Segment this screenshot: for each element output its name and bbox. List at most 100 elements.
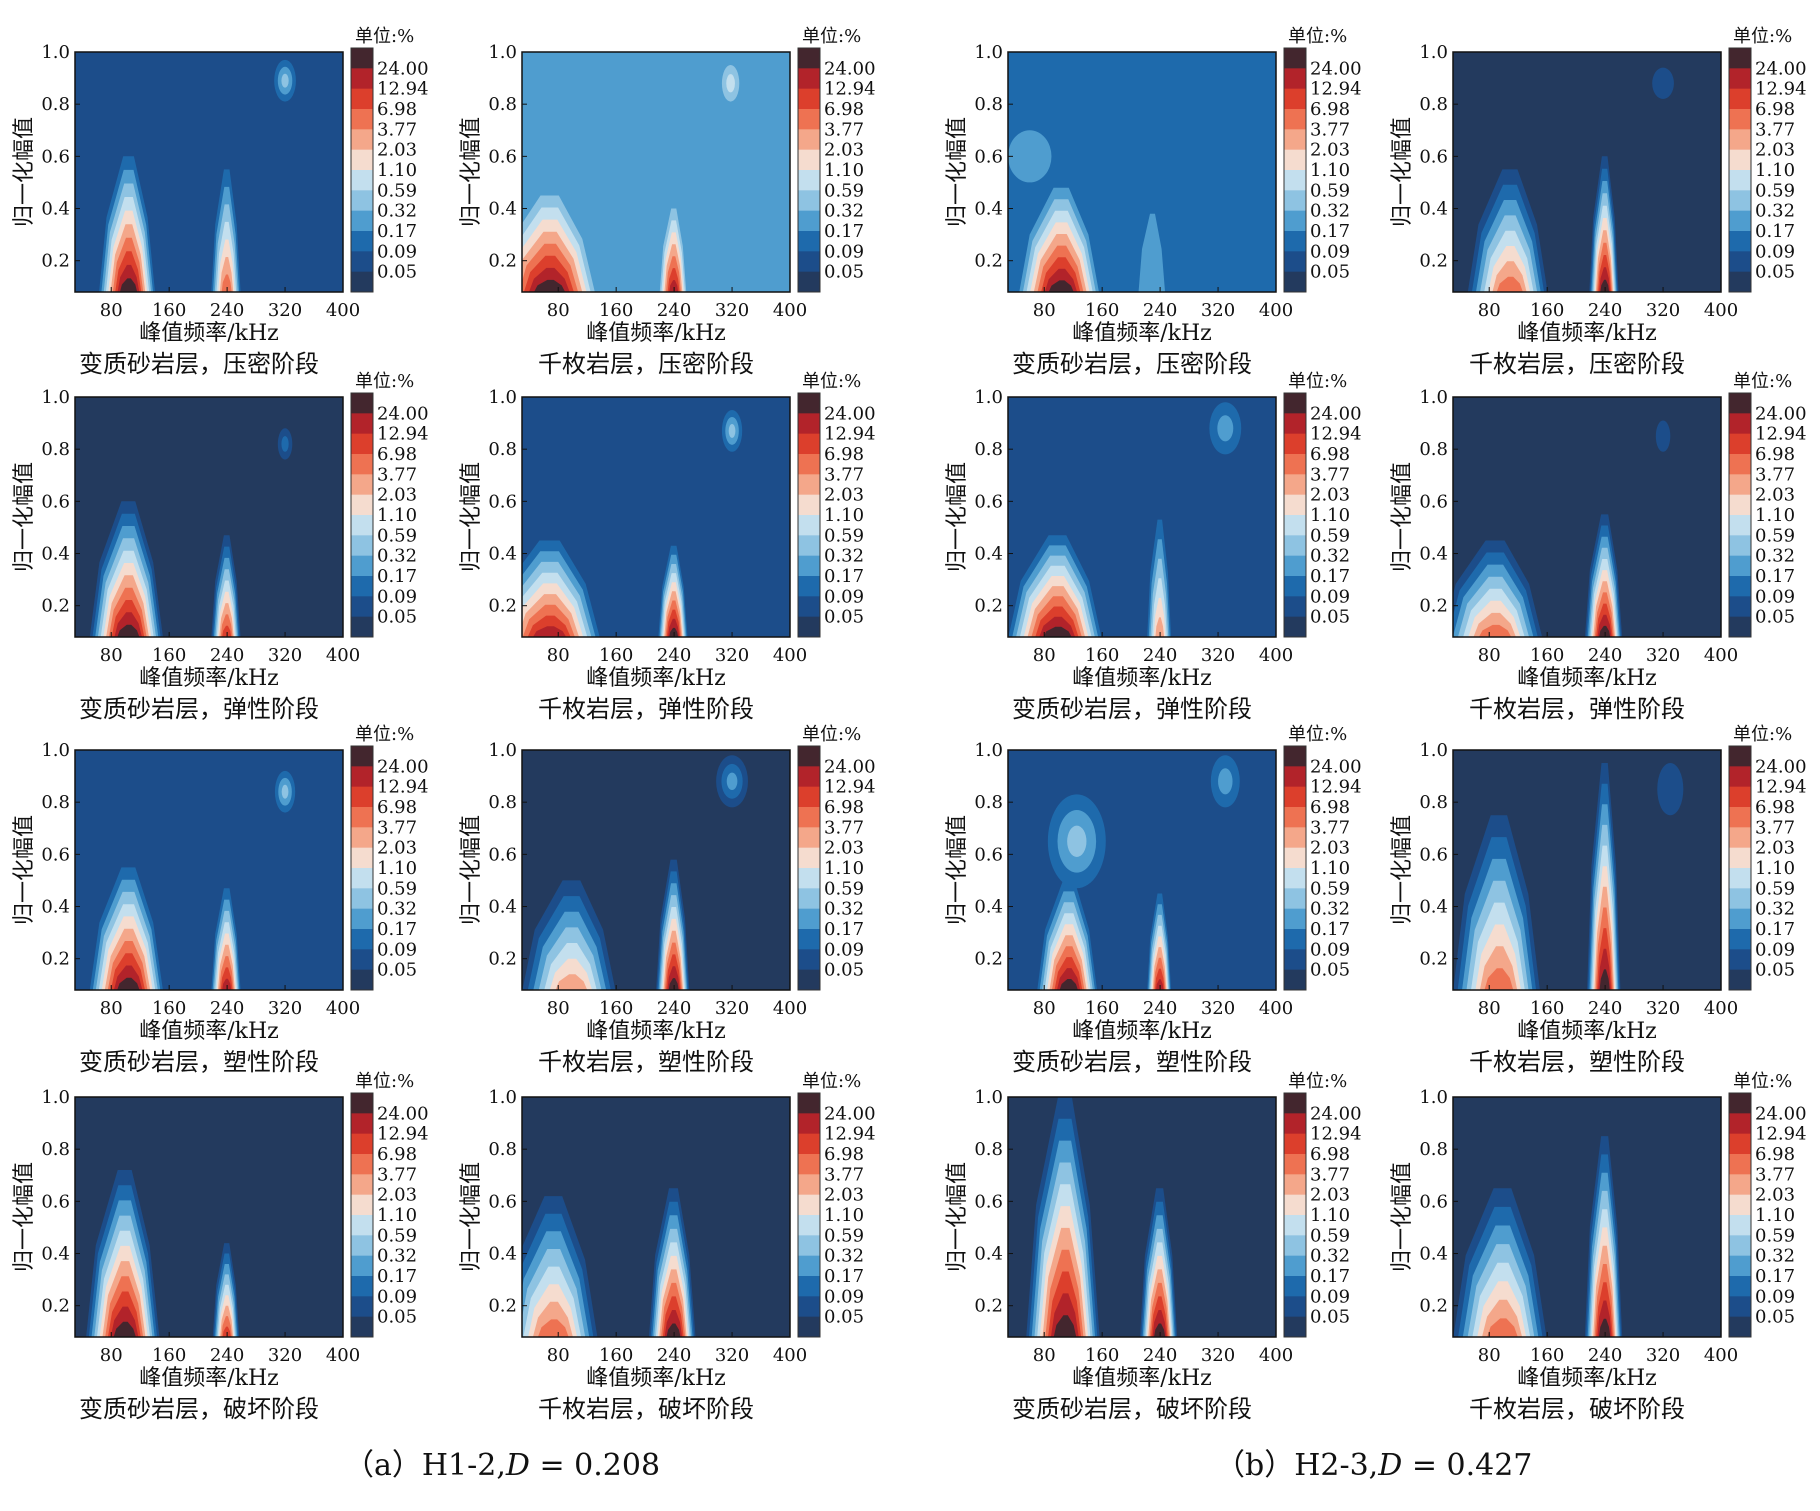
colorbar-segment: [1729, 68, 1751, 90]
contour-plot: [1453, 1097, 1721, 1337]
x-tick-label: 160: [152, 1345, 186, 1366]
contour-blob: [1217, 415, 1234, 442]
colorbar-segment: [1729, 1255, 1751, 1277]
colorbar-unit: 单位:%: [1733, 1071, 1792, 1092]
panel-title: 变质砂岩层，弹性阶段: [79, 695, 319, 723]
colorbar-segment: [351, 190, 373, 212]
x-tick-label: 160: [152, 998, 186, 1019]
colorbar-label: 0.17: [1310, 1266, 1350, 1287]
colorbar-label: 2.03: [1755, 838, 1795, 859]
colorbar-segment: [1729, 48, 1751, 69]
colorbar-label: 1.10: [1755, 160, 1795, 181]
y-tick-label: 1.0: [41, 42, 70, 63]
colorbar-segment: [798, 1133, 820, 1155]
colorbar-segment: [1284, 1113, 1306, 1135]
colorbar-segment: [1729, 1113, 1751, 1135]
colorbar-segment: [351, 433, 373, 455]
colorbar-segment: [351, 474, 373, 496]
caption-b: （b）H2-3,D = 0.427: [1215, 1448, 1532, 1483]
colorbar-label: 2.03: [1310, 140, 1350, 161]
colorbar-label: 6.98: [824, 444, 864, 465]
colorbar-segment: [798, 1296, 820, 1318]
x-tick-label: 320: [268, 300, 302, 321]
colorbar-label: 0.09: [824, 1286, 864, 1307]
colorbar-segment: [351, 1194, 373, 1216]
plot-frame: [1452, 396, 1722, 638]
y-axis-label: 归一化幅值: [459, 117, 484, 227]
plot-frame: [521, 1096, 791, 1338]
colorbar-segment: [1284, 433, 1306, 455]
contour-level: [222, 978, 232, 990]
colorbar-label: 12.94: [824, 1124, 876, 1145]
colorbar-segment: [351, 149, 373, 171]
x-tick-label: 160: [1085, 998, 1119, 1019]
contour-plot: [75, 1097, 343, 1337]
colorbar-segment: [1729, 129, 1751, 151]
colorbar-segment: [798, 474, 820, 496]
y-tick-label: 0.6: [974, 491, 1003, 512]
colorbar-label: 0.32: [1310, 201, 1350, 222]
y-tick-label: 0.6: [41, 844, 70, 865]
colorbar-segment: [1729, 555, 1751, 577]
x-tick-label: 80: [547, 645, 570, 666]
colorbar-segment: [1284, 555, 1306, 577]
contour-level: [1043, 626, 1072, 637]
y-tick-label: 0.4: [41, 199, 70, 220]
colorbar-label: 0.09: [824, 241, 864, 262]
colorbar-segment: [1284, 474, 1306, 496]
colorbar-segment: [1729, 515, 1751, 536]
panel-title: 变质砂岩层，塑性阶段: [1012, 1048, 1252, 1076]
contour-plot: [522, 52, 790, 292]
colorbar-segment: [351, 494, 373, 516]
colorbar-label: 0.05: [824, 1307, 864, 1328]
colorbar-label: 1.10: [1755, 505, 1795, 526]
x-tick-label: 240: [1588, 645, 1622, 666]
x-axis-label: 峰值频率/kHz: [139, 666, 279, 691]
colorbar-segment: [798, 433, 820, 455]
x-tick-label: 160: [599, 1345, 633, 1366]
contour-level: [1599, 969, 1610, 990]
colorbar-segment: [351, 847, 373, 869]
colorbar-label: 0.17: [1755, 221, 1795, 242]
colorbar-segment: [1284, 109, 1306, 130]
y-tick-label: 1.0: [1419, 740, 1448, 761]
y-axis-label: 归一化幅值: [459, 1162, 484, 1272]
y-tick-label: 0.4: [974, 897, 1003, 918]
colorbar-label: 0.59: [824, 1225, 864, 1246]
y-tick-label: 1.0: [1419, 387, 1448, 408]
colorbar-label: 12.94: [1755, 777, 1807, 798]
colorbar-segment: [1284, 908, 1306, 930]
colorbar-label: 24.00: [1310, 58, 1362, 79]
x-axis-label: 峰值频率/kHz: [1517, 1366, 1657, 1391]
colorbar-segment: [1729, 949, 1751, 971]
colorbar-label: 12.94: [1310, 424, 1362, 445]
colorbar-label: 0.05: [824, 607, 864, 628]
colorbar-segment: [1729, 251, 1751, 273]
y-tick-label: 0.8: [488, 439, 517, 460]
colorbar-label: 12.94: [1310, 777, 1362, 798]
panel-title: 变质砂岩层，破坏阶段: [1012, 1395, 1252, 1423]
chart-panel: 0.2 0.4 0.6 0.8 1.0 80 160 240 320 400 峰值频率/kHz 归一化…: [1390, 26, 1807, 378]
colorbar-label: 0.05: [1755, 607, 1795, 628]
contour-blob: [1218, 768, 1233, 795]
x-tick-label: 80: [547, 998, 570, 1019]
colorbar-label: 2.03: [377, 140, 417, 161]
colorbar-segment: [351, 1255, 373, 1277]
x-tick-label: 160: [1085, 300, 1119, 321]
colorbar-label: 2.03: [1755, 1185, 1795, 1206]
contour-level: [221, 274, 232, 292]
colorbar-label: 24.00: [377, 756, 429, 777]
x-tick-label: 240: [210, 998, 244, 1019]
colorbar-label: 3.77: [377, 464, 417, 485]
colorbar-segment: [1729, 766, 1751, 788]
colorbar-label: 6.98: [1310, 797, 1350, 818]
colorbar-label: 0.17: [377, 1266, 417, 1287]
colorbar-label: 6.98: [1755, 99, 1795, 120]
x-tick-label: 320: [268, 998, 302, 1019]
y-tick-label: 1.0: [41, 1087, 70, 1108]
x-tick-label: 80: [100, 1345, 123, 1366]
x-tick-label: 320: [715, 1345, 749, 1366]
colorbar-segment: [351, 807, 373, 828]
contour-level: [113, 1321, 136, 1337]
colorbar-label: 1.10: [824, 505, 864, 526]
